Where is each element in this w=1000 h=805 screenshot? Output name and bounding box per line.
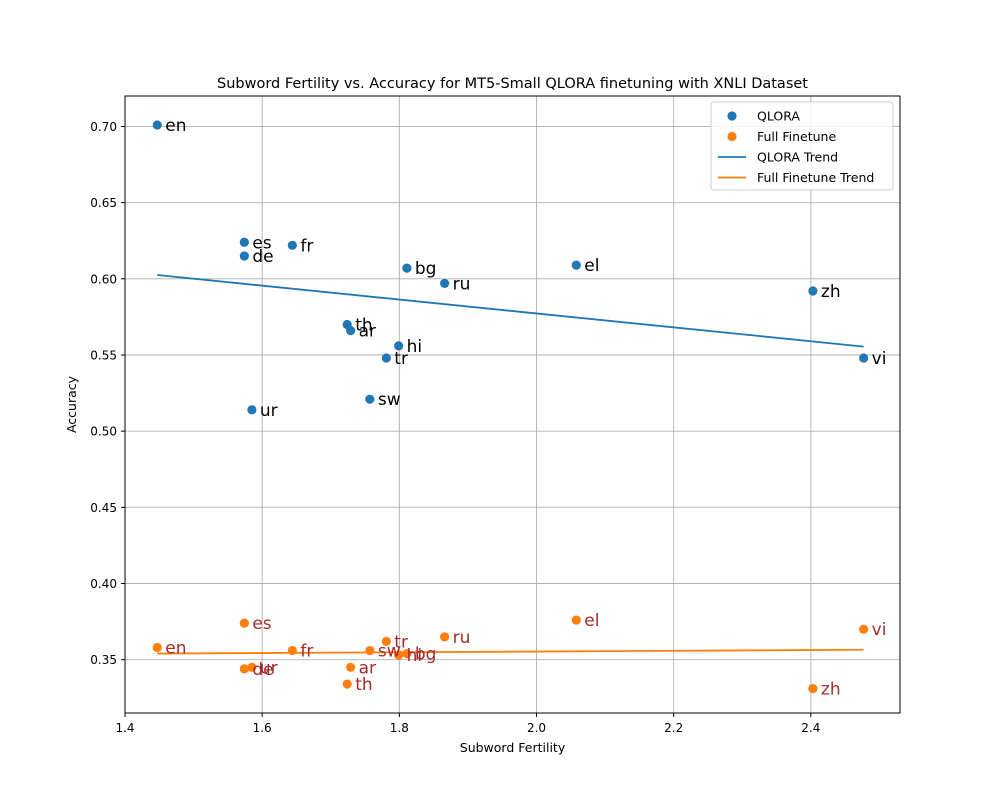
point-label: vi [872,349,887,369]
point-label: th [355,316,372,336]
chart-title: Subword Fertility vs. Accuracy for MT5-S… [217,76,808,92]
legend-marker [727,111,737,121]
data-point [859,624,869,634]
point-label: th [355,675,372,695]
data-point [152,120,162,130]
data-point [440,632,450,642]
point-label: tr [394,349,408,369]
y-tick-label: 0.35 [90,653,117,667]
point-label: el [584,611,599,631]
point-label: ur [260,658,278,678]
data-point [394,650,404,660]
point-label: de [252,660,273,680]
data-point [571,260,581,270]
legend-label: Full Finetune Trend [757,170,874,185]
data-point [239,618,249,628]
y-tick-label: 0.65 [90,196,117,210]
x-tick-label: 1.4 [115,721,134,735]
point-label: ru [453,274,471,294]
data-point [247,405,257,415]
point-label: tr [394,632,408,652]
trend-lines [157,274,864,655]
data-point [346,326,356,336]
point-label: hi [407,337,423,357]
x-tick-label: 2.0 [527,721,546,735]
y-tick-label: 0.70 [90,120,117,134]
plot-frame [124,95,901,714]
point-label: en [165,116,186,136]
trend-line [157,274,864,348]
point-label: hi [407,646,423,666]
data-point [346,662,356,672]
legend-label: QLORA [757,109,800,124]
y-tick-label: 0.45 [90,501,117,515]
y-tick-label: 0.60 [90,272,117,286]
data-point [402,648,412,659]
point-label: es [252,233,271,253]
x-tick-label: 1.6 [253,721,272,735]
data-point [287,645,297,656]
point-label: ur [260,401,278,421]
point-label: ar [359,658,376,678]
legend-label: Full Finetune [757,129,836,144]
data-point [381,636,391,646]
point-label: de [252,247,273,267]
point-label: el [584,256,599,276]
point-label: fr [300,642,313,662]
x-tick-label: 2.4 [801,721,820,735]
x-tick-label: 2.2 [664,721,683,735]
data-point [247,662,257,672]
legend-label: QLORA Trend [757,150,838,165]
data-point [859,353,869,363]
y-axis-label: Accuracy [64,375,79,433]
data-point [394,341,404,351]
point-label: zh [821,282,841,302]
data-point [287,240,297,250]
data-point [402,263,412,273]
data-point [365,645,375,656]
point-label: es [252,614,271,634]
legend: QLORA Full Finetune QLORA Trend Full Finetu… [710,101,894,191]
data-point [808,286,818,296]
y-tick-label: 0.40 [90,577,117,591]
point-label: vi [872,620,887,640]
data-point [239,251,249,261]
data-point [571,615,581,625]
x-axis-label: Subword Fertility [460,740,566,755]
point-label: zh [821,680,841,700]
point-label: en [165,638,186,658]
data-point [440,278,450,288]
data-point [381,353,391,363]
point-label: ru [453,628,471,648]
data-point [239,237,249,247]
point-label: sw [378,390,401,410]
point-label: sw [378,642,401,662]
point-label: bg [415,645,437,665]
data-point [808,684,818,694]
data-point [365,394,375,404]
point-label: bg [415,259,437,279]
y-tick-label: 0.50 [90,425,117,439]
legend-marker [727,131,737,142]
data-point [152,642,162,653]
x-tick-label: 1.8 [390,721,409,735]
legend-box [710,101,894,191]
data-point [342,679,352,689]
trend-line [157,648,864,655]
data-point [239,664,249,674]
y-tick-label: 0.55 [90,348,117,362]
point-label: fr [300,236,313,256]
point-label: ar [359,322,376,342]
